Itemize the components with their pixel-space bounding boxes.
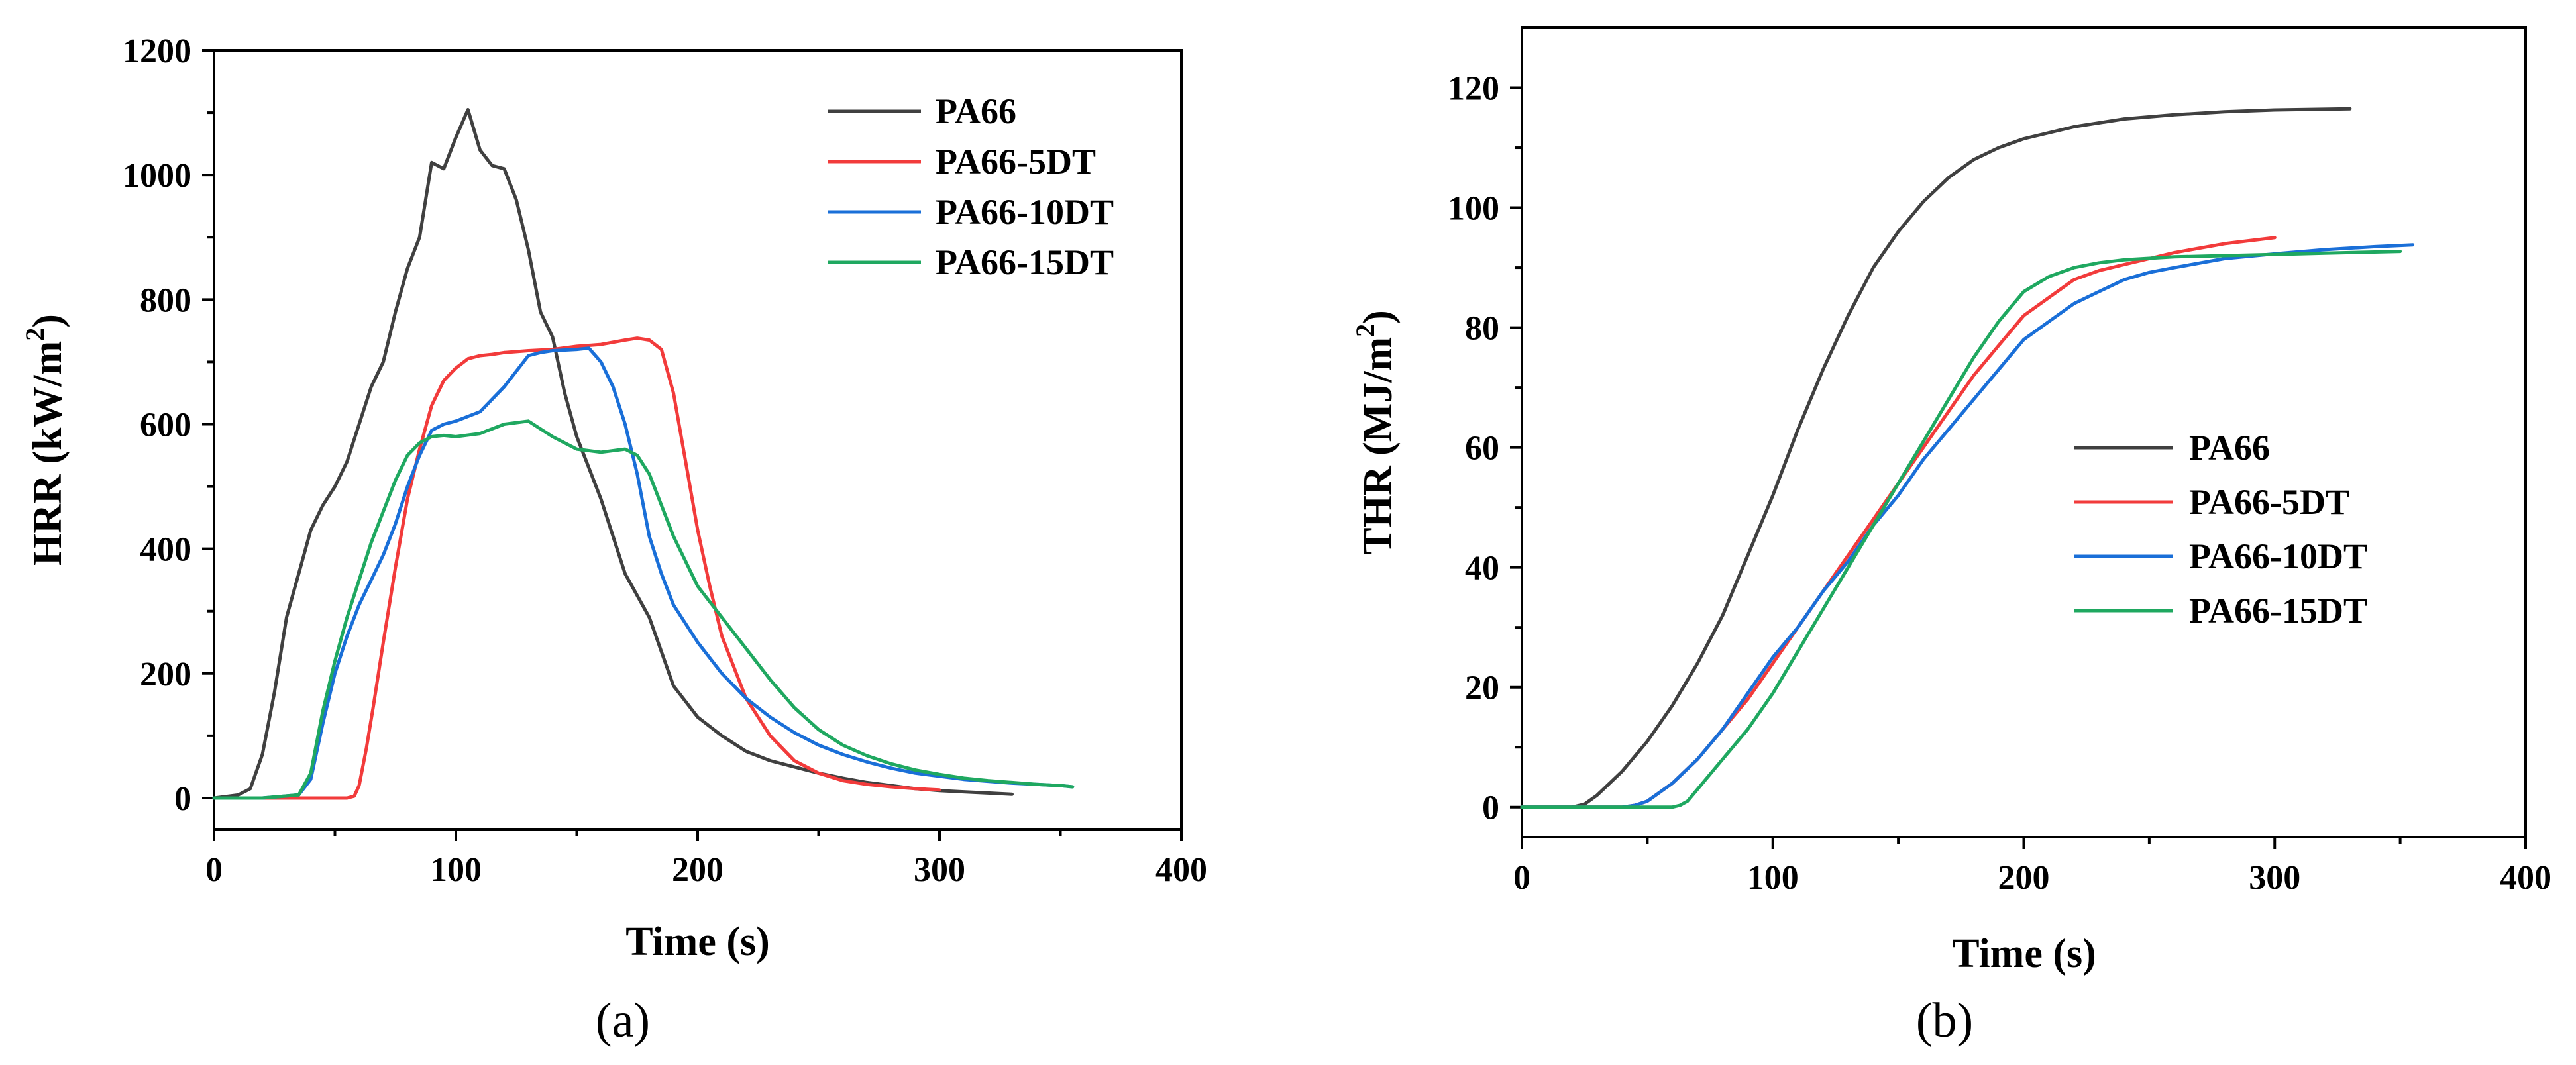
thr-x-tick-label: 200 xyxy=(1998,859,2050,897)
hrr-y-tick-label: 1200 xyxy=(123,32,191,70)
thr-x-tick-label: 300 xyxy=(2249,859,2300,897)
hrr-legend-label: PA66-15DT xyxy=(936,242,1114,282)
thr-y-tick-label: 0 xyxy=(1482,789,1499,827)
thr-legend: PA66 PA66-5DT PA66-10DT PA66-15DT xyxy=(2074,428,2367,631)
thr-x-axis-title: Time (s) xyxy=(1952,931,2096,976)
thr-y-tick-label: 120 xyxy=(1448,70,1499,108)
panel-label-a: (a) xyxy=(596,993,650,1048)
hrr-y-tick-label: 0 xyxy=(174,780,191,818)
thr-legend-label: PA66-15DT xyxy=(2189,591,2367,631)
hrr-legend: PA66 PA66-5DT PA66-10DT PA66-15DT xyxy=(828,91,1114,282)
hrr-y-axis-title-sup: 2 xyxy=(20,328,50,341)
hrr-legend-label: PA66 xyxy=(936,91,1016,131)
thr-x-tick-label: 0 xyxy=(1513,859,1530,897)
hrr-y-tick-label: 600 xyxy=(140,406,191,444)
hrr-y-axis-title: HRR (kW/m2) xyxy=(20,314,70,566)
thr-y-tick-label: 40 xyxy=(1465,550,1499,587)
thr-series-pa66-15dt xyxy=(1520,250,2402,809)
thr-y-tick-label: 20 xyxy=(1465,670,1499,707)
panel-label-b: (b) xyxy=(1916,993,1973,1048)
hrr-series-pa66-5dt xyxy=(212,336,941,800)
hrr-ticks: 0 100 200 300 400 0 200 400 600 800 1000 1200 xyxy=(123,32,1207,889)
hrr-series-pa66-10dt xyxy=(212,346,1075,800)
thr-y-tick-label: 80 xyxy=(1465,310,1499,348)
thr-y-axis-title-main: THR (MJ/m xyxy=(1356,337,1401,555)
thr-series-pa66 xyxy=(1520,107,2352,809)
thr-legend-label: PA66 xyxy=(2189,428,2270,468)
hrr-y-axis-title-tail: ) xyxy=(25,314,70,328)
thr-ticks: 0 100 200 300 400 0 20 40 60 80 100 120 xyxy=(1448,70,2551,897)
hrr-x-tick-label: 0 xyxy=(205,851,223,889)
thr-x-tick-label: 400 xyxy=(2500,859,2551,897)
hrr-x-axis-title: Time (s) xyxy=(625,919,770,964)
hrr-series-pa66-15dt xyxy=(212,419,1075,800)
hrr-y-tick-label: 1000 xyxy=(123,157,191,195)
hrr-y-axis-title-main: HRR (kW/m xyxy=(25,341,70,566)
thr-y-axis-title-sup: 2 xyxy=(1350,324,1380,337)
thr-y-axis-title-tail: ) xyxy=(1356,310,1401,324)
thr-legend-label: PA66-5DT xyxy=(2189,482,2349,522)
thr-series-pa66-5dt xyxy=(1520,236,2277,809)
hrr-y-tick-label: 200 xyxy=(140,656,191,693)
hrr-x-tick-label: 300 xyxy=(914,851,965,889)
thr-chart: 0 100 200 300 400 0 20 40 60 80 100 120 PA66 PA66-5D… xyxy=(1350,26,2551,1048)
hrr-x-tick-label: 200 xyxy=(672,851,724,889)
thr-y-tick-label: 60 xyxy=(1465,430,1499,468)
hrr-legend-label: PA66-10DT xyxy=(936,192,1114,232)
hrr-series-group xyxy=(212,107,1075,800)
hrr-x-tick-label: 100 xyxy=(430,851,482,889)
hrr-legend-label: PA66-5DT xyxy=(936,142,1096,181)
thr-series-group xyxy=(1520,107,2415,809)
hrr-y-tick-label: 400 xyxy=(140,531,191,569)
thr-series-pa66-10dt xyxy=(1520,243,2415,809)
hrr-x-tick-label: 400 xyxy=(1155,851,1207,889)
thr-legend-label: PA66-10DT xyxy=(2189,536,2367,576)
thr-y-axis-title: THR (MJ/m2) xyxy=(1350,310,1401,555)
thr-x-tick-label: 100 xyxy=(1747,859,1799,897)
thr-plot-frame xyxy=(1521,26,2527,838)
hrr-y-tick-label: 800 xyxy=(140,281,191,319)
thr-y-tick-label: 100 xyxy=(1448,190,1499,228)
